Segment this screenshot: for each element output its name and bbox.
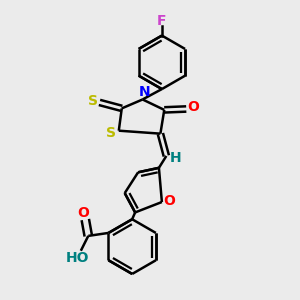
Text: H: H — [170, 151, 182, 165]
Text: N: N — [139, 85, 151, 99]
Text: HO: HO — [66, 251, 90, 265]
Text: S: S — [106, 126, 116, 140]
Text: F: F — [157, 14, 167, 28]
Text: O: O — [164, 194, 175, 208]
Text: O: O — [187, 100, 199, 115]
Text: S: S — [88, 94, 98, 108]
Text: O: O — [77, 206, 89, 220]
